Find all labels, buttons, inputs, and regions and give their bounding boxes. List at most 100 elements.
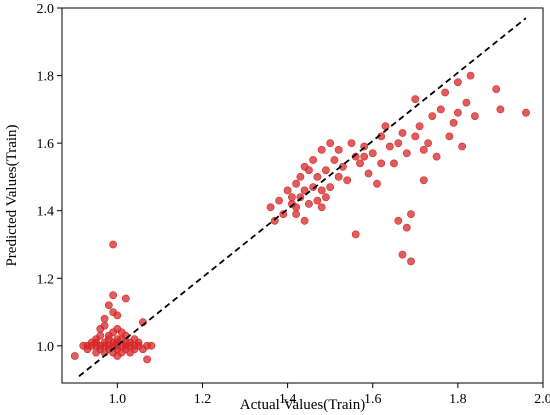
- data-point: [522, 108, 530, 117]
- data-point: [104, 301, 113, 310]
- data-point: [458, 142, 466, 151]
- data-point: [334, 172, 343, 181]
- data-point: [100, 314, 109, 323]
- data-point: [317, 203, 326, 212]
- data-point: [415, 122, 424, 131]
- data-point: [309, 183, 317, 191]
- data-point: [385, 142, 394, 151]
- x-tick-label: 1.6: [364, 392, 382, 407]
- data-points-layer: [70, 71, 530, 364]
- data-point: [279, 210, 288, 218]
- data-point: [368, 149, 377, 158]
- data-point: [121, 338, 130, 347]
- data-point: [117, 328, 126, 337]
- data-point: [334, 145, 343, 154]
- data-point: [130, 335, 139, 343]
- data-point: [100, 321, 109, 330]
- x-tick-label: 1.8: [449, 392, 467, 407]
- data-point: [432, 152, 441, 161]
- data-point: [462, 98, 471, 107]
- x-tick-label: 1.0: [109, 392, 127, 407]
- data-point: [292, 179, 300, 188]
- data-point: [347, 139, 356, 147]
- y-tick-label: 2.0: [37, 2, 55, 17]
- data-point: [70, 352, 79, 360]
- x-tick-label: 2.0: [534, 392, 550, 407]
- x-tick-label: 1.4: [279, 392, 297, 407]
- data-point: [113, 335, 122, 343]
- data-point: [445, 132, 454, 141]
- data-point: [407, 210, 415, 218]
- reference-line-layer: [78, 17, 527, 377]
- data-point: [313, 196, 322, 205]
- data-point: [453, 78, 462, 87]
- data-point: [470, 112, 479, 120]
- data-point: [330, 156, 339, 164]
- y-axis-label: Predicted Values(Train): [4, 124, 20, 266]
- data-point: [109, 308, 117, 316]
- data-point: [419, 145, 428, 154]
- data-point: [96, 331, 105, 340]
- data-point: [424, 139, 432, 147]
- data-point: [109, 240, 117, 249]
- data-point: [309, 156, 317, 164]
- data-point: [394, 216, 403, 225]
- data-point: [121, 294, 130, 303]
- data-point: [300, 162, 309, 171]
- data-point: [373, 179, 381, 188]
- x-axis-label: Actual Values(Train): [240, 397, 365, 413]
- data-point: [317, 186, 326, 195]
- data-point: [360, 152, 369, 161]
- plot-frame: [61, 7, 544, 384]
- data-point: [266, 203, 275, 212]
- data-point: [419, 176, 428, 185]
- data-point: [402, 149, 411, 158]
- data-point: [394, 139, 403, 147]
- y-tick-label: 1.2: [37, 272, 55, 287]
- data-point: [292, 210, 300, 218]
- data-point: [92, 338, 100, 347]
- data-point: [364, 169, 373, 178]
- data-point: [83, 341, 92, 350]
- data-point: [296, 193, 305, 202]
- data-point: [343, 176, 352, 185]
- y-tick-label: 1.0: [37, 340, 55, 355]
- data-point: [411, 95, 420, 104]
- data-point: [147, 341, 156, 350]
- data-point: [449, 119, 458, 127]
- axis-ticks-layer: 1.0 1.2 1.4 1.6 1.8 2.0 1.0 1.2 1.4 1.6 1.8 2.0: [37, 2, 550, 407]
- data-point: [390, 159, 398, 168]
- data-point: [292, 203, 300, 212]
- data-point: [287, 193, 296, 202]
- data-point: [317, 145, 326, 154]
- data-point: [296, 172, 305, 181]
- y-tick-label: 1.6: [37, 137, 55, 152]
- x-tick-label: 1.2: [194, 392, 212, 407]
- data-point: [441, 88, 449, 97]
- data-point: [496, 105, 505, 114]
- data-point: [453, 108, 462, 117]
- data-point: [300, 186, 309, 195]
- data-point: [313, 172, 322, 181]
- data-point: [326, 183, 335, 191]
- data-point: [428, 112, 437, 120]
- data-point: [466, 71, 475, 80]
- y-tick-label: 1.8: [37, 70, 55, 85]
- data-point: [321, 166, 330, 175]
- data-point: [275, 196, 283, 205]
- data-point: [304, 199, 313, 208]
- data-point: [492, 85, 501, 93]
- data-point: [356, 159, 364, 168]
- y-tick-label: 1.4: [37, 205, 55, 220]
- data-point: [398, 129, 407, 137]
- data-point: [143, 355, 151, 364]
- data-point: [411, 132, 420, 141]
- data-point: [300, 216, 309, 225]
- data-point: [321, 193, 330, 202]
- data-point: [109, 291, 117, 300]
- data-point: [326, 139, 335, 147]
- data-point: [398, 250, 407, 259]
- data-point: [407, 257, 415, 266]
- data-point: [402, 223, 411, 232]
